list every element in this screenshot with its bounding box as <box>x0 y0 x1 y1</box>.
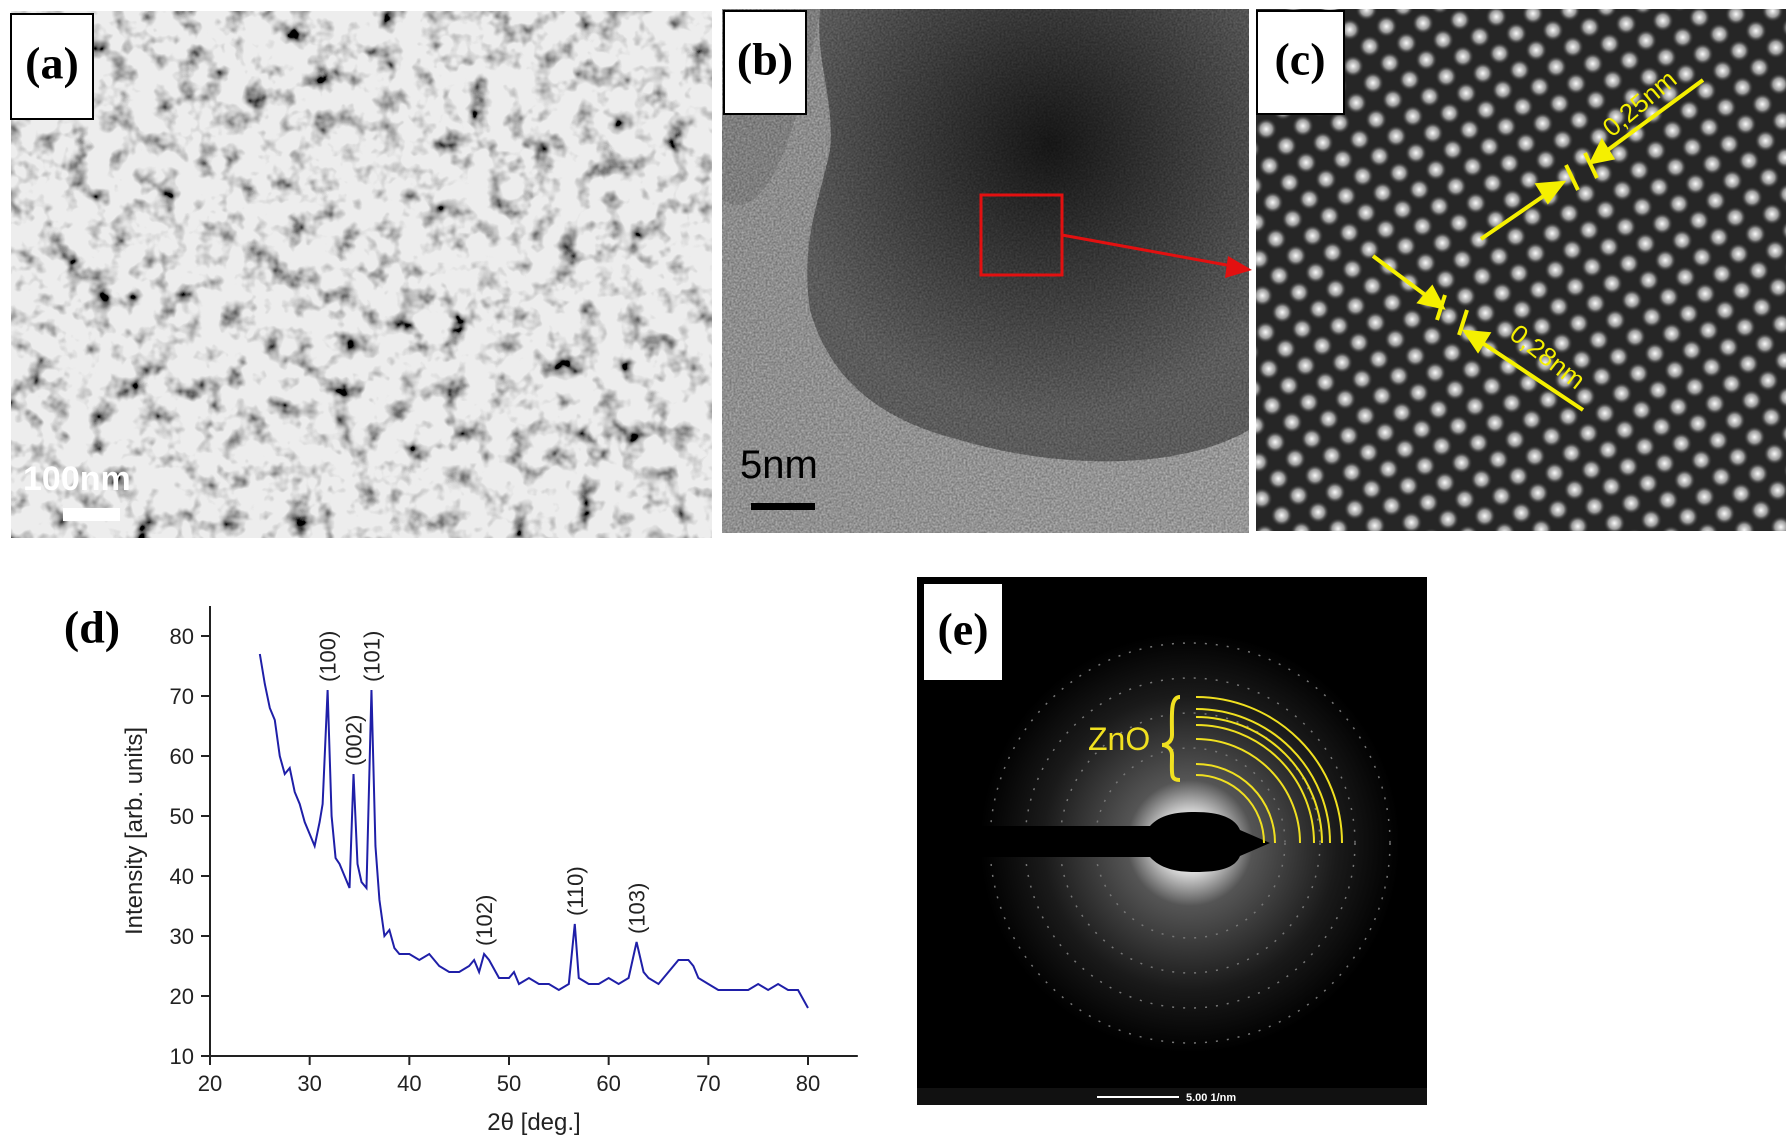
arc <box>1195 738 1301 844</box>
arc <box>1195 724 1315 844</box>
phase-label: ZnO <box>1088 721 1150 757</box>
x-tick-label: 20 <box>198 1071 222 1096</box>
arrow-head <box>1225 256 1252 278</box>
y-tick-label: 80 <box>170 624 194 649</box>
x-tick-label: 50 <box>497 1071 521 1096</box>
scale-text: 5nm <box>740 443 818 487</box>
panel-label: (c) <box>1274 34 1325 85</box>
arrow-head <box>1534 180 1567 205</box>
ring-guides <box>1161 695 1343 844</box>
y-tick-label: 70 <box>170 684 194 709</box>
arc <box>1195 763 1276 844</box>
scale-text: 100nm <box>23 460 131 498</box>
panel-label: (b) <box>737 34 793 85</box>
label-box <box>723 10 807 115</box>
arrow <box>1371 254 1430 299</box>
arc <box>1195 696 1343 844</box>
arrow-head <box>1588 137 1616 165</box>
arc <box>1195 708 1331 844</box>
label-box <box>922 582 1004 682</box>
panel-label: (a) <box>25 38 79 89</box>
arrow <box>1479 191 1550 241</box>
brace <box>1161 695 1181 782</box>
scale-text: 5.00 1/nm <box>1186 1092 1236 1104</box>
x-tick-label: 30 <box>297 1071 321 1096</box>
panel-b: (b) 5nm <box>722 9 1252 533</box>
peak-label: (102) <box>472 895 497 946</box>
arrow <box>1476 338 1585 412</box>
peak-label: (110) <box>563 866 588 916</box>
xrd-line <box>258 653 809 1009</box>
y-tick-label: 20 <box>170 984 194 1009</box>
x-tick-label: 40 <box>397 1071 421 1096</box>
label-box <box>1256 10 1345 115</box>
peak-label: (101) <box>359 631 384 682</box>
y-tick-label: 30 <box>170 924 194 949</box>
peak-label: (103) <box>625 883 650 934</box>
y-tick-label: 40 <box>170 864 194 889</box>
arc <box>1195 716 1323 844</box>
panel-label: (d) <box>64 602 120 653</box>
y-tick-label: 10 <box>170 1044 194 1069</box>
panel-e: ZnO (e) 5.00 1/nm <box>917 577 1427 1105</box>
peak-label: (002) <box>342 715 367 766</box>
arrow-head <box>1416 284 1446 310</box>
panel-c: (c) 0,25nm 0,28nm <box>1256 9 1786 531</box>
peak-label: (100) <box>316 631 341 682</box>
bar <box>1564 164 1580 191</box>
panel-a: (a) 100nm <box>10 11 712 538</box>
panel-label: (e) <box>937 604 988 655</box>
bar <box>1583 152 1599 179</box>
arc <box>1195 774 1265 844</box>
arrow <box>1603 78 1705 154</box>
x-axis-label: 2θ [deg.] <box>487 1109 580 1136</box>
scale-bar <box>63 508 120 521</box>
y-tick-label: 50 <box>170 804 194 829</box>
bar <box>1435 294 1447 321</box>
tem-noise <box>722 9 1249 533</box>
x-tick-label: 60 <box>596 1071 620 1096</box>
zoom-arrow <box>1061 233 1233 268</box>
label-box <box>10 13 94 120</box>
beam-stop <box>917 812 1270 872</box>
spacing-markers <box>1371 78 1705 412</box>
scale-bar <box>751 503 815 510</box>
arrow-head <box>1462 329 1492 354</box>
y-tick-label: 60 <box>170 744 194 769</box>
x-tick-label: 80 <box>796 1071 820 1096</box>
bar <box>1457 309 1469 336</box>
x-tick-label: 70 <box>696 1071 720 1096</box>
y-axis-label: Intensity [arb. units] <box>121 727 148 935</box>
sem-texture <box>11 11 712 538</box>
xrd-chart: (d) 2θ [deg.] Intensity [arb. units] 20 3… <box>64 602 858 1136</box>
